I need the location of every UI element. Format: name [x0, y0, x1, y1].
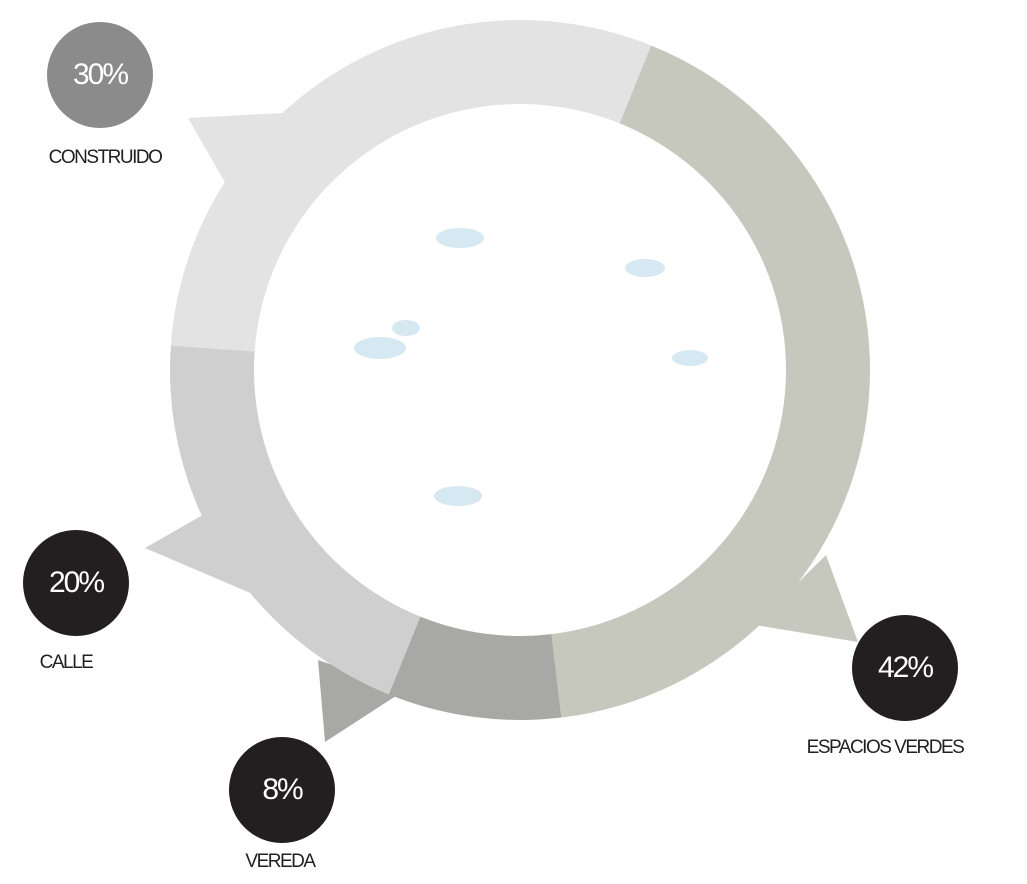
segment [169, 345, 421, 695]
cloud [392, 320, 420, 336]
clouds [354, 228, 708, 506]
pointer [755, 555, 858, 642]
cloud [354, 337, 406, 359]
cloud [434, 486, 482, 506]
badge [229, 737, 335, 843]
badge [23, 530, 129, 636]
segment [388, 616, 562, 720]
category-label: CALLE [40, 652, 94, 673]
cloud [625, 259, 665, 277]
badge [47, 22, 153, 128]
badge [852, 615, 958, 721]
pointer [318, 660, 405, 742]
category-label: ESPACIOS VERDES [807, 737, 964, 758]
ring [169, 20, 870, 720]
badge-label: 8% [262, 773, 303, 806]
cloud [672, 350, 708, 366]
cloud [436, 228, 484, 248]
segment [170, 20, 652, 352]
badge-label: 42% [878, 651, 933, 684]
badge-label: 30% [73, 58, 128, 91]
badge-label: 20% [49, 566, 104, 599]
category-label: CONSTRUIDO [49, 147, 162, 168]
category-label: VEREDA [245, 851, 316, 872]
segment [551, 45, 870, 718]
badges: 30% CONSTRUIDO 20% CALLE 8% VEREDA 42% ESPACIOS… [23, 22, 966, 872]
